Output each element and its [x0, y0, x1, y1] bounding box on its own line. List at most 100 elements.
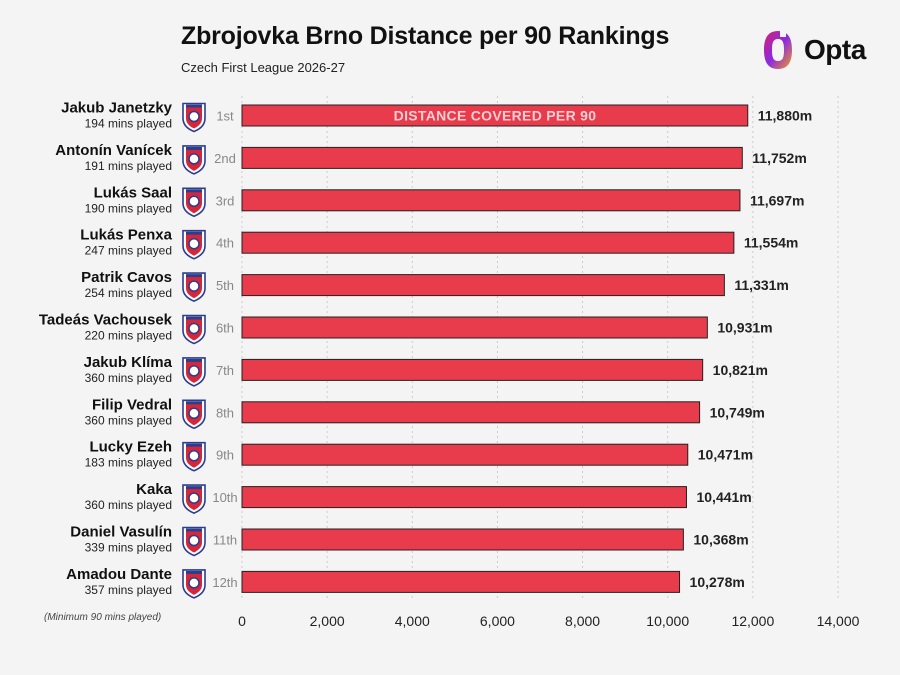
rank-label: 7th [216, 363, 234, 378]
bar [241, 401, 701, 424]
badge-emblem [188, 407, 200, 420]
player-name: Patrik Cavos [81, 269, 172, 286]
chart-title: Zbrojovka Brno Distance per 90 Rankings [181, 22, 670, 50]
minutes-played: 360 mins played [85, 371, 172, 385]
minutes-played: 247 mins played [85, 244, 172, 258]
rank-label: 2nd [214, 151, 236, 166]
player-name: Antonín Vanícek [55, 142, 172, 159]
x-tick-label: 4,000 [395, 613, 430, 629]
opta-logo-icon [764, 28, 792, 69]
player-name: Daniel Vasulín [70, 524, 172, 541]
x-tick-label: 8,000 [565, 613, 600, 629]
badge-emblem [188, 449, 200, 462]
value-label: 11,554m [744, 235, 799, 251]
x-tick-label: 2,000 [310, 613, 345, 629]
bar [241, 189, 741, 212]
footnote: (Minimum 90 mins played) [44, 612, 162, 623]
minutes-played: 360 mins played [85, 413, 172, 427]
badge-top [186, 189, 202, 193]
rank-label: 9th [216, 448, 234, 463]
club-badge-icon [182, 526, 206, 557]
badge-emblem [188, 195, 200, 208]
badge-emblem [188, 237, 200, 250]
value-label: 10,821m [713, 362, 768, 378]
badge-top [186, 274, 202, 278]
player-name: Lukás Saal [94, 184, 172, 201]
rank-label: 12th [212, 575, 237, 590]
minutes-played: 339 mins played [85, 541, 172, 555]
badge-top [186, 104, 202, 108]
badge-top [186, 316, 202, 320]
value-label: 10,931m [717, 320, 772, 336]
club-badge-icon [182, 314, 206, 345]
badge-emblem [188, 577, 200, 589]
rank-label: 4th [216, 236, 234, 251]
player-name: Filip Vedral [92, 396, 172, 413]
badge-emblem [188, 492, 200, 504]
value-label: 11,752m [752, 150, 807, 166]
bar [241, 443, 689, 466]
bar [241, 274, 725, 297]
badge-top [186, 401, 202, 405]
badge-emblem [188, 322, 200, 335]
club-badge-icon [182, 229, 206, 260]
player-name: Lukás Penxa [80, 227, 172, 244]
player-name: Jakub Klíma [84, 354, 173, 371]
bar [241, 486, 687, 509]
badge-top [186, 443, 202, 447]
badge-emblem [188, 280, 200, 292]
minutes-played: 190 mins played [85, 201, 172, 215]
x-tick-label: 12,000 [731, 613, 774, 629]
player-name: Kaka [136, 481, 173, 498]
rank-label: 8th [216, 405, 234, 420]
rank-label: 5th [216, 278, 234, 293]
minutes-played: 357 mins played [85, 583, 172, 597]
badge-top [186, 570, 202, 574]
club-badge-icon [182, 357, 206, 387]
bar [241, 146, 743, 169]
minutes-played: 254 mins played [85, 286, 172, 300]
value-label: 10,278m [690, 574, 745, 590]
club-badge-icon [182, 569, 206, 599]
x-tick-label: 10,000 [646, 613, 689, 629]
club-badge-icon [182, 145, 206, 175]
value-label: 11,331m [734, 277, 789, 293]
player-name: Jakub Janetzky [61, 100, 173, 117]
badge-top [186, 486, 202, 490]
club-badge-icon [182, 441, 206, 472]
bar-metric-label: DISTANCE COVERED PER 90 [394, 108, 597, 124]
club-badge-icon [182, 102, 206, 133]
badge-emblem [188, 153, 200, 165]
player-name: Amadou Dante [66, 566, 172, 583]
rank-label: 3rd [216, 193, 235, 208]
badge-top [186, 231, 202, 235]
badge-top [186, 146, 202, 150]
club-badge-icon [182, 187, 206, 218]
bar [241, 528, 684, 551]
player-name: Tadeás Vachousek [39, 312, 173, 329]
bar [241, 104, 749, 127]
club-badge-icon [182, 484, 206, 514]
value-label: 10,471m [698, 447, 753, 463]
bar [241, 570, 681, 593]
x-tick-label: 6,000 [480, 613, 515, 629]
badge-emblem [188, 365, 200, 377]
club-badge-icon [182, 272, 206, 302]
rank-label: 11th [213, 533, 237, 548]
bar [241, 358, 704, 381]
value-label: 11,880m [758, 108, 813, 124]
chart-subtitle: Czech First League 2026-27 [181, 60, 346, 75]
value-label: 10,368m [693, 532, 748, 548]
minutes-played: 191 mins played [85, 159, 172, 173]
